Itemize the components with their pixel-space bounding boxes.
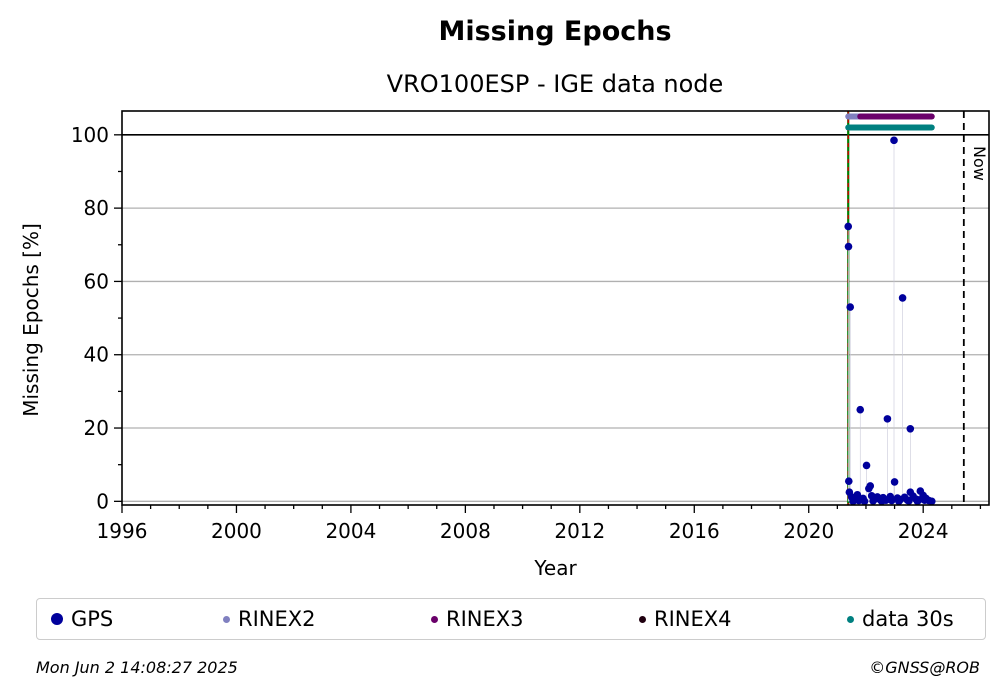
x-tick-label: 2016: [669, 519, 720, 543]
gps-point: [860, 497, 869, 506]
legend-item-rinex2: RINEX2: [223, 607, 316, 631]
footer-timestamp: Mon Jun 2 14:08:27 2025: [36, 658, 238, 677]
legend-label-rinex4: RINEX4: [654, 607, 732, 631]
legend-marker-data30s: [847, 615, 854, 623]
legend-marker-rinex3: [431, 615, 438, 623]
gps-point: [855, 496, 863, 505]
plot-frame: [121, 110, 990, 506]
legend-label-data30s: data 30s: [862, 607, 954, 631]
gps-point: [920, 496, 929, 505]
legend-item-rinex4: RINEX4: [639, 607, 732, 631]
legend-item-data30s: data 30s: [847, 607, 954, 631]
x-tick-label: 1996: [97, 519, 148, 543]
gps-point: [856, 405, 865, 414]
x-tick-label: 2012: [554, 519, 605, 543]
y-tick-label: 0: [96, 489, 109, 513]
gps-point: [883, 415, 892, 423]
legend-marker-rinex2: [223, 615, 230, 623]
gps-point: [853, 490, 862, 499]
gps-point: [862, 461, 871, 470]
gps-point: [844, 222, 853, 231]
x-tick-label: 2000: [211, 519, 262, 543]
x-tick-label: 2004: [325, 519, 376, 543]
gps-point: [866, 482, 875, 490]
legend-marker-rinex4: [639, 615, 646, 623]
gps-point: [890, 136, 898, 145]
gps-point: [927, 497, 936, 506]
gps-point: [898, 294, 907, 302]
x-tick-label: 2024: [898, 519, 949, 543]
legend-label-rinex3: RINEX3: [446, 607, 524, 631]
now-label: Now: [970, 146, 989, 181]
gps-point: [913, 497, 922, 506]
legend-item-gps: GPS: [51, 607, 113, 631]
y-axis-label: Missing Epochs [%]: [19, 223, 43, 417]
gps-point: [887, 496, 896, 505]
legend-label-gps: GPS: [71, 607, 114, 631]
chart-subtitle: VRO100ESP - IGE data node: [386, 70, 724, 98]
gps-point: [844, 477, 853, 485]
x-tick-label: 2020: [783, 519, 834, 543]
legend-item-rinex3: RINEX3: [431, 607, 524, 631]
x-tick-label: 2008: [440, 519, 491, 543]
gps-point: [846, 303, 855, 311]
y-tick-label: 60: [84, 269, 109, 293]
y-tick-label: 100: [71, 123, 109, 147]
gps-point: [844, 242, 853, 251]
x-axis-label: Year: [533, 556, 577, 580]
footer-credit: ©GNSS@ROB: [869, 658, 980, 677]
legend-label-rinex2: RINEX2: [238, 607, 316, 631]
y-tick-label: 40: [84, 343, 109, 367]
legend: GPS RINEX2 RINEX3 RINEX4 data 30s: [36, 598, 986, 640]
gps-point: [849, 497, 857, 506]
y-tick-label: 80: [84, 196, 109, 220]
gps-point: [905, 497, 913, 505]
chart-title: Missing Epochs: [438, 16, 672, 47]
gps-point: [869, 497, 877, 505]
y-tick-label: 20: [84, 416, 109, 440]
gps-point: [906, 424, 915, 433]
gps-point: [890, 478, 899, 486]
legend-marker-gps: [51, 613, 63, 625]
gps-point: [895, 497, 903, 506]
gps-point: [877, 497, 886, 506]
